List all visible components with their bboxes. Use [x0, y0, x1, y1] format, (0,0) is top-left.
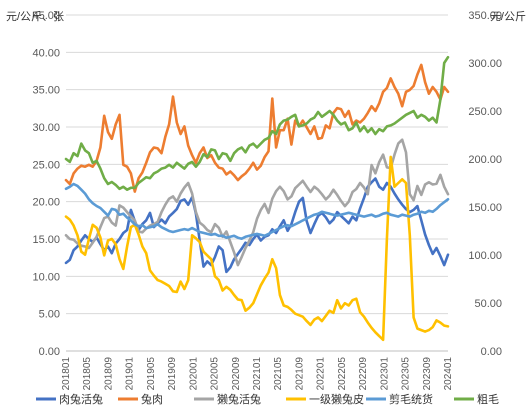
right-tick-label: 300.00: [468, 58, 502, 70]
left-tick-label: 10.00: [32, 271, 60, 283]
series-line-3: [64, 138, 450, 267]
x-tick-label: 201809: [103, 357, 114, 391]
legend-label: 粗毛: [477, 393, 499, 406]
x-tick-label: 202205: [337, 357, 348, 391]
right-tick-label: 150.00: [468, 202, 502, 214]
series-line-2: [64, 63, 450, 193]
x-tick-label: 202209: [358, 357, 369, 391]
right-tick-label: 250.00: [468, 106, 502, 118]
left-tick-label: 15.00: [32, 234, 60, 246]
x-tick-label: 201801: [61, 357, 72, 391]
right-tick-label: 0.00: [481, 346, 502, 358]
right-axis-unit: 元/公斤: [490, 10, 526, 23]
right-tick-label: 350.00: [468, 10, 502, 22]
series-line-1: [64, 177, 450, 274]
x-tick-label: 202005: [210, 357, 221, 391]
x-tick-label: 202309: [422, 357, 433, 391]
legend-label: 兔肉: [141, 392, 163, 406]
x-tick-label: 202301: [379, 357, 390, 391]
left-axis: 0.00 5.00 10.00 15.00 20.00 25.00 30.00 35.00 40…: [32, 10, 60, 358]
series-lines: [64, 55, 450, 342]
legend-label: 獭兔活兔: [217, 392, 261, 406]
left-axis-unit: 元/公斤、张: [6, 10, 64, 23]
left-tick-label: 35.00: [32, 85, 60, 97]
legend: 肉兔活兔 兔肉 獭兔活兔 一级獭兔皮 剪毛统货 粗毛: [36, 392, 499, 406]
legend-label: 剪毛统货: [389, 392, 433, 406]
legend-label: 肉兔活兔: [59, 392, 103, 406]
right-tick-label: 100.00: [468, 250, 502, 262]
x-tick-label: 202105: [273, 357, 284, 391]
right-axis: 0.00 50.00 100.00 150.00 200.00 250.00 300.00 3…: [468, 10, 502, 358]
right-tick-label: 200.00: [468, 154, 502, 166]
left-tick-label: 30.00: [32, 122, 60, 134]
legend-label: 一级獭兔皮: [309, 392, 364, 406]
x-tick-label: 201909: [167, 357, 178, 391]
x-tick-label: 202305: [401, 357, 412, 391]
x-tick-label: 202009: [231, 357, 242, 391]
x-tick-label: 202201: [316, 357, 327, 391]
left-tick-label: 40.00: [32, 47, 60, 59]
series-line-6: [64, 55, 450, 191]
x-tick-label: 201901: [125, 357, 136, 391]
series-line-5: [64, 182, 450, 240]
series-line-4: [64, 155, 450, 342]
x-tick-label: 202101: [252, 357, 263, 391]
left-tick-label: 5.00: [39, 309, 60, 321]
x-axis: 201801 201805 201809 201901 201905 201909 2020…: [61, 350, 454, 391]
left-tick-label: 0.00: [39, 346, 60, 358]
right-tick-label: 50.00: [474, 298, 502, 310]
x-tick-label: 201905: [146, 357, 157, 391]
x-tick-label: 201805: [82, 357, 93, 391]
x-tick-label: 202401: [443, 357, 454, 391]
x-tick-label: 202001: [188, 357, 199, 391]
left-tick-label: 25.00: [32, 159, 60, 171]
x-tick-label: 202109: [294, 357, 305, 391]
left-tick-label: 20.00: [32, 197, 60, 209]
left-tick-label: 45.00: [32, 10, 60, 22]
